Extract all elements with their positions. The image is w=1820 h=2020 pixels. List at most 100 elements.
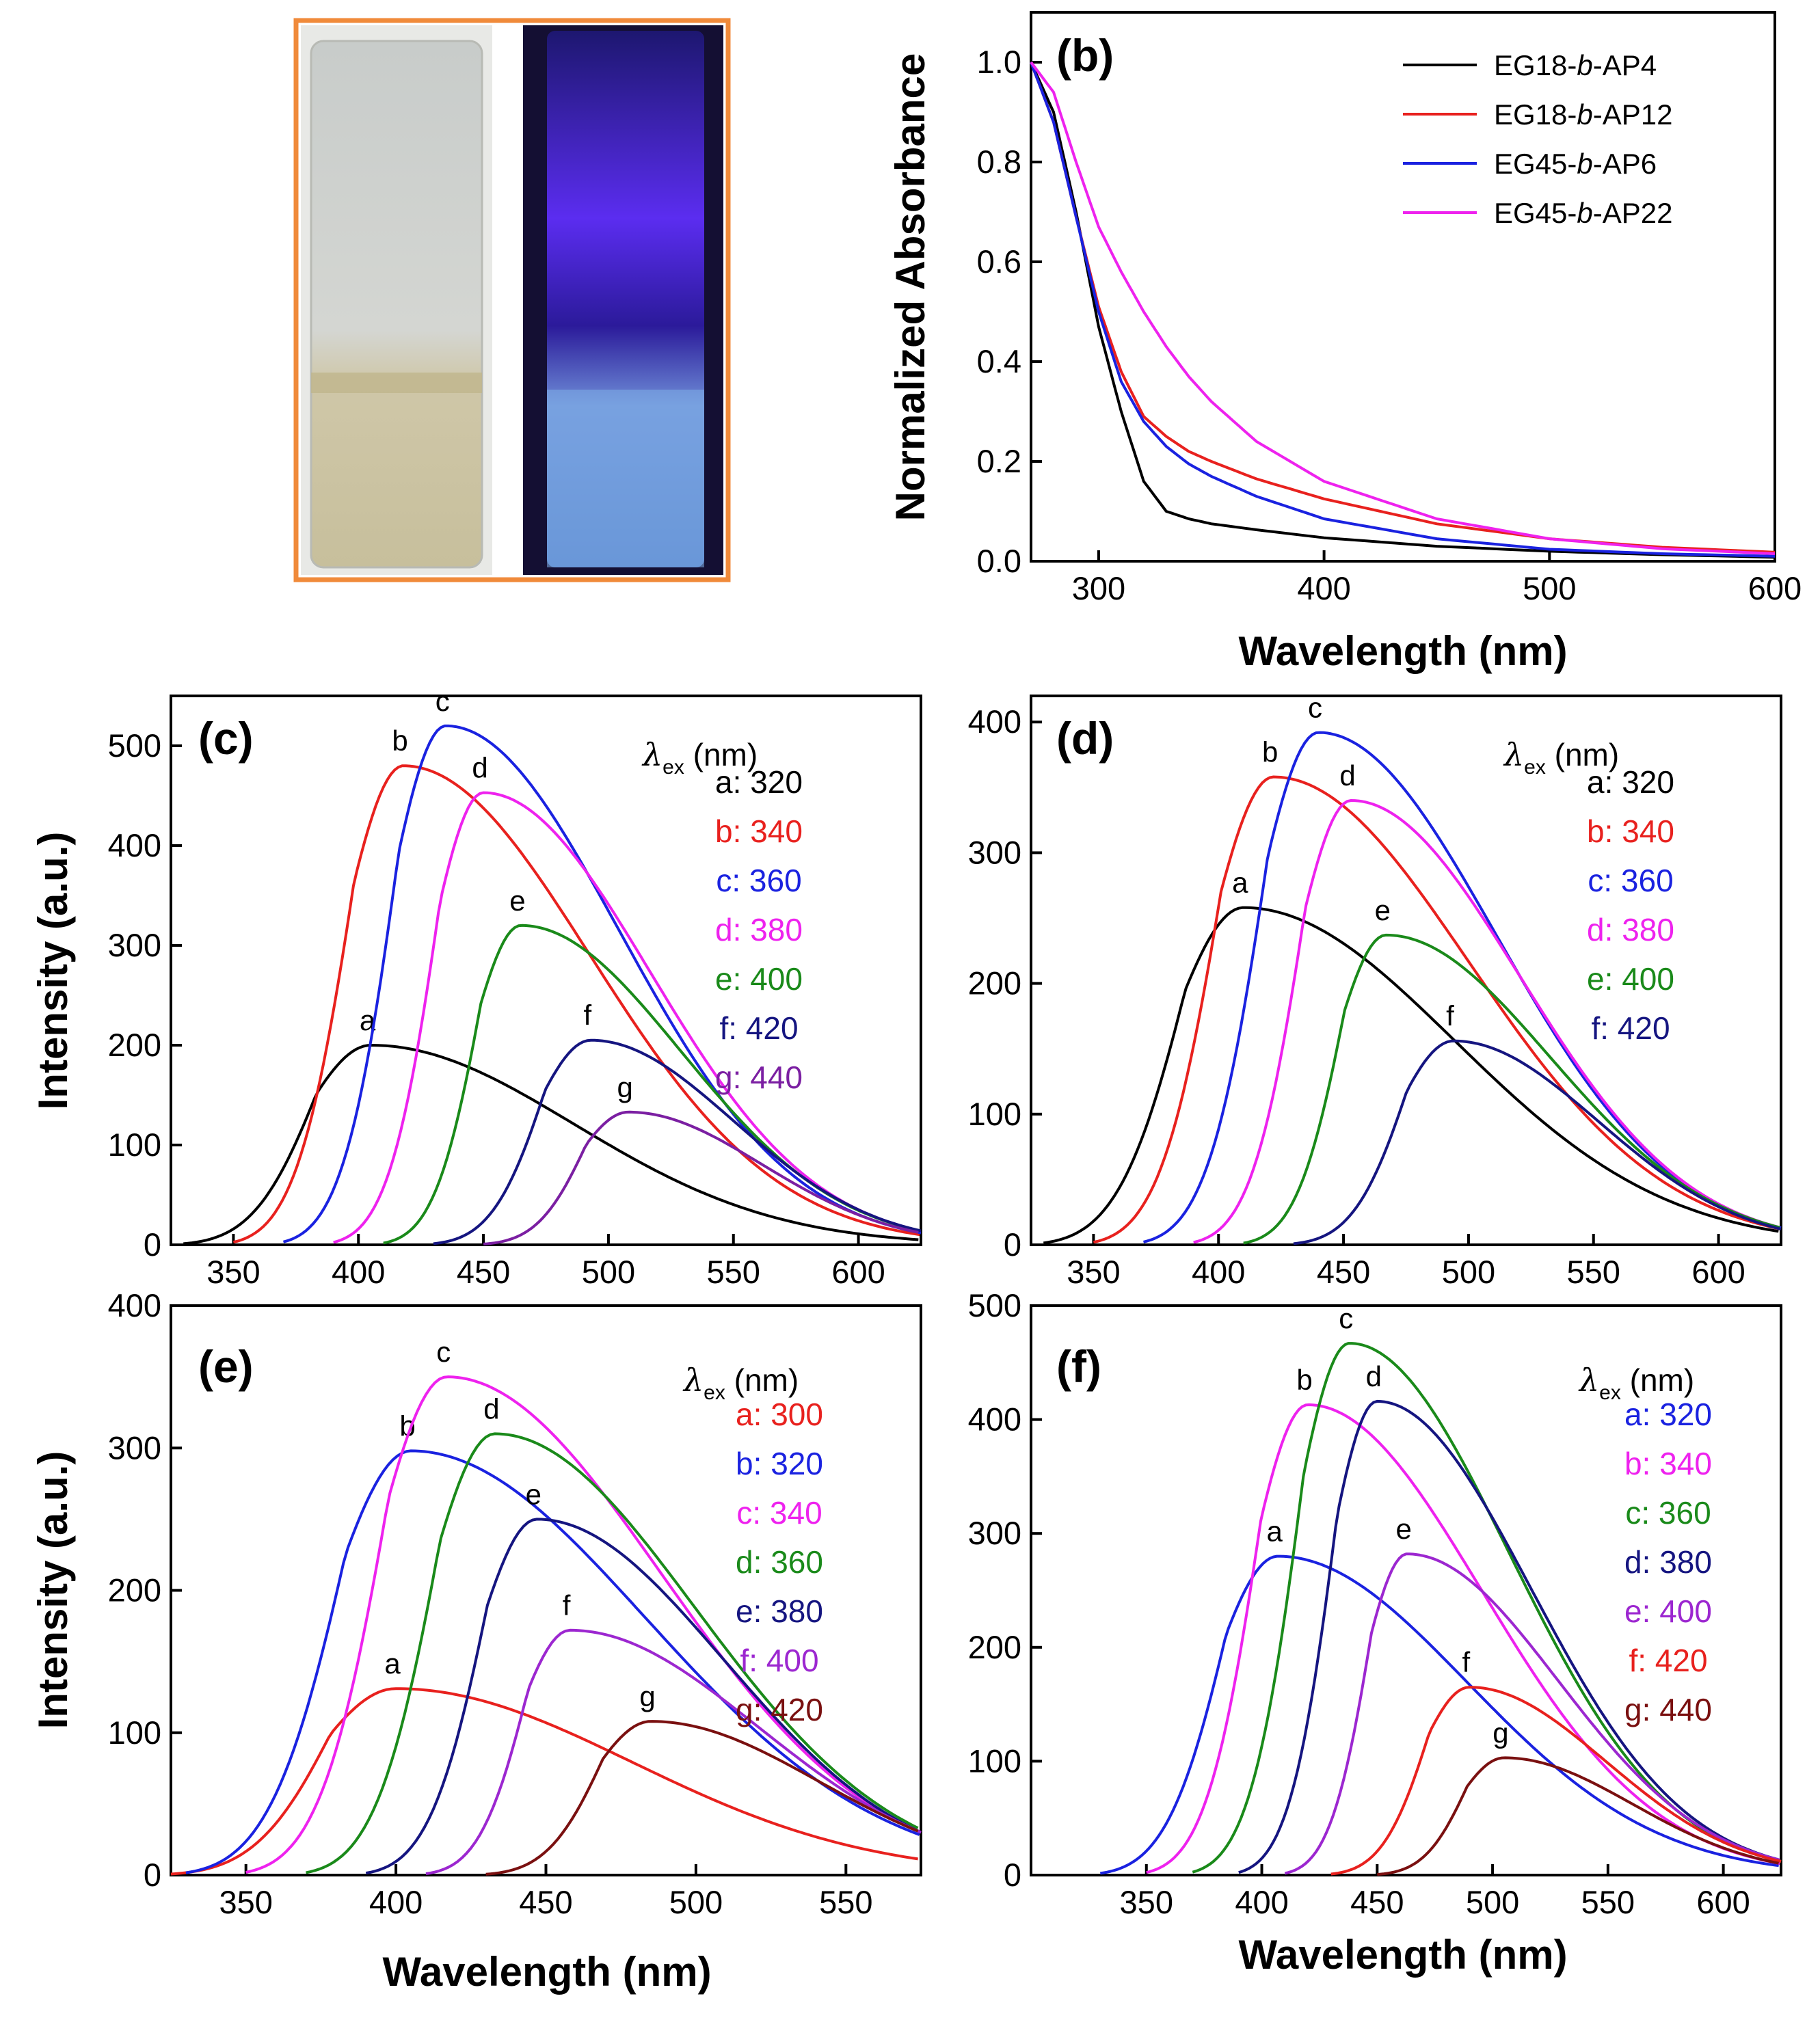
legend-entry: d: 380 [1624, 1544, 1712, 1580]
y-tick-label: 300 [968, 1515, 1021, 1551]
legend-entry: c: 360 [1625, 1495, 1711, 1531]
panel-b-xlabel: Wavelength (nm) [1238, 628, 1567, 674]
y-tick-label: 0.4 [977, 343, 1021, 379]
curve-label: b [1296, 1364, 1312, 1396]
series-line [282, 724, 922, 1243]
legend-entry: a: 320 [715, 764, 803, 800]
panel-d-series-group: a bc d e f [1043, 692, 1782, 1245]
legend-entry: c: 340 [736, 1495, 822, 1531]
legend-entry: e: 400 [1587, 961, 1674, 997]
legend-entry: e: 400 [1624, 1593, 1712, 1629]
panel-e-series-group: a b cd e f g [170, 1336, 922, 1876]
legend-entry: f: 420 [719, 1010, 798, 1046]
x-tick-label: 500 [1523, 570, 1576, 606]
series-line [1293, 1039, 1782, 1245]
x-tick-label: 550 [1581, 1884, 1635, 1920]
panel-e-ticks: 350 400 450 500 550 0 100 200 300 400 [108, 1287, 873, 1920]
series-line [483, 1110, 919, 1245]
curve-label: e [526, 1478, 541, 1510]
panel-e-ylabel: Intensity (a.u.) [30, 1451, 76, 1729]
x-tick-label: 500 [1466, 1884, 1519, 1920]
curve-label: f [1446, 1000, 1454, 1032]
panel-b-series-group [1030, 61, 1776, 559]
y-tick-label: 200 [968, 1629, 1021, 1665]
panel-f-legend: λex (nm)a: 320 b: 340 c: 360 d: 380 e: 400 f:… [1578, 1362, 1712, 1727]
panel-c-frame [170, 695, 922, 1246]
y-tick-label: 1.0 [977, 44, 1021, 80]
y-tick-label: 0 [144, 1226, 161, 1263]
series-line [365, 1518, 920, 1875]
legend-entry: f: 400 [740, 1643, 818, 1678]
x-tick-label: 600 [831, 1254, 885, 1290]
legend-entry: a: 300 [736, 1397, 823, 1432]
legend-entry: g: 420 [736, 1692, 823, 1727]
y-tick-label: 0 [144, 1857, 161, 1893]
y-tick-label: 100 [108, 1714, 161, 1751]
panel-a-photos [293, 18, 731, 582]
panel-b-legend: EG18-b-AP4 EG18-b-AP12 EG45-b-AP6 EG45-b-AP… [1403, 49, 1672, 229]
panel-e-legend: λex (nm)a: 300 b: 320 c: 340 d: 360 e: 380 f:… [682, 1362, 823, 1727]
x-tick-label: 400 [1192, 1254, 1245, 1290]
legend-entry: a: 320 [1587, 764, 1674, 800]
series-line [232, 764, 920, 1244]
panel-c-ticks: 350 400 450 500 550 600 0 100 200 300 400 500 [108, 727, 885, 1290]
vial-uv-liquid [547, 390, 704, 567]
panel-b-ylabel: Normalized Absorbance [887, 53, 933, 522]
y-tick-label: 100 [968, 1096, 1021, 1132]
panel-e-label: (e) [198, 1341, 254, 1392]
legend-entry: b: 340 [715, 813, 803, 849]
panel-f-label: (f) [1056, 1341, 1101, 1392]
panel-d-frame [1030, 695, 1782, 1246]
series-line [245, 1375, 922, 1874]
panel-c-label: (c) [198, 713, 254, 764]
y-tick-label: 0.2 [977, 443, 1021, 479]
panel-d-emission: 350 400 450 500 550 600 0 100 200 300 400 a bc d e f λ… [968, 692, 1782, 1290]
y-tick-label: 0 [1004, 1226, 1021, 1263]
series-line [1330, 1686, 1782, 1876]
y-tick-label: 100 [968, 1742, 1021, 1779]
legend-entry: b: 340 [1624, 1446, 1712, 1481]
series-line [306, 1432, 919, 1874]
series-line [1099, 1554, 1779, 1875]
vial-daylight-band [311, 373, 482, 393]
y-tick-label: 200 [108, 1572, 161, 1608]
series-line [1193, 799, 1779, 1244]
panel-c-legend: λex (nm)a: 320 b: 340 c: 360 d: 380 e: 400 f:… [641, 736, 803, 1095]
series-line [1142, 731, 1782, 1243]
panel-f-ticks: 350 400 450 500 550 600 0 100 200 300 400 500 [968, 1287, 1750, 1920]
curve-label: e [509, 885, 525, 917]
y-tick-label: 400 [968, 1401, 1021, 1438]
x-tick-label: 500 [669, 1884, 723, 1920]
panel-b-absorbance: 300 400 500 600 0.0 0.2 0.4 0.6 0.8 1.0 EG18-b-AP… [887, 11, 1802, 674]
vial-daylight-glass [310, 40, 483, 569]
legend-entry: EG45-b-AP22 [1494, 197, 1672, 229]
y-tick-label: 0.6 [977, 243, 1021, 280]
legend-entry: EG18-b-AP4 [1494, 49, 1657, 81]
legend-entry: EG45-b-AP6 [1494, 148, 1657, 180]
curve-label: b [1262, 736, 1278, 768]
curve-label: g [639, 1680, 655, 1712]
panel-b-ticks: 300 400 500 600 0.0 0.2 0.4 0.6 0.8 1.0 [977, 44, 1802, 606]
curve-label: a [384, 1647, 401, 1680]
curve-label: a [1232, 867, 1248, 899]
panel-f-frame [1030, 1304, 1782, 1876]
series-line [1284, 1552, 1780, 1875]
y-tick-label: 100 [108, 1127, 161, 1163]
panel-c-ylabel: Intensity (a.u.) [30, 832, 76, 1110]
panel-f-series-group: a bcd e f g [1099, 1302, 1782, 1876]
y-tick-label: 0.0 [977, 543, 1021, 579]
y-tick-label: 0 [1004, 1857, 1021, 1893]
x-tick-label: 350 [1120, 1884, 1173, 1920]
curve-label: d [483, 1392, 499, 1425]
curve-label: b [399, 1410, 415, 1442]
panel-e-frame [170, 1304, 922, 1876]
panel-e-emission: 350 400 450 500 550 0 100 200 300 400 a b cd e f g λex… [30, 1287, 922, 1995]
legend-entry: e: 400 [715, 961, 803, 997]
panel-b-frame [1030, 11, 1776, 563]
legend-entry: f: 420 [1591, 1010, 1670, 1046]
x-tick-label: 350 [219, 1884, 272, 1920]
x-tick-label: 450 [1317, 1254, 1370, 1290]
x-tick-label: 350 [1067, 1254, 1120, 1290]
y-tick-label: 500 [108, 727, 161, 764]
legend-entry: g: 440 [1624, 1692, 1712, 1727]
